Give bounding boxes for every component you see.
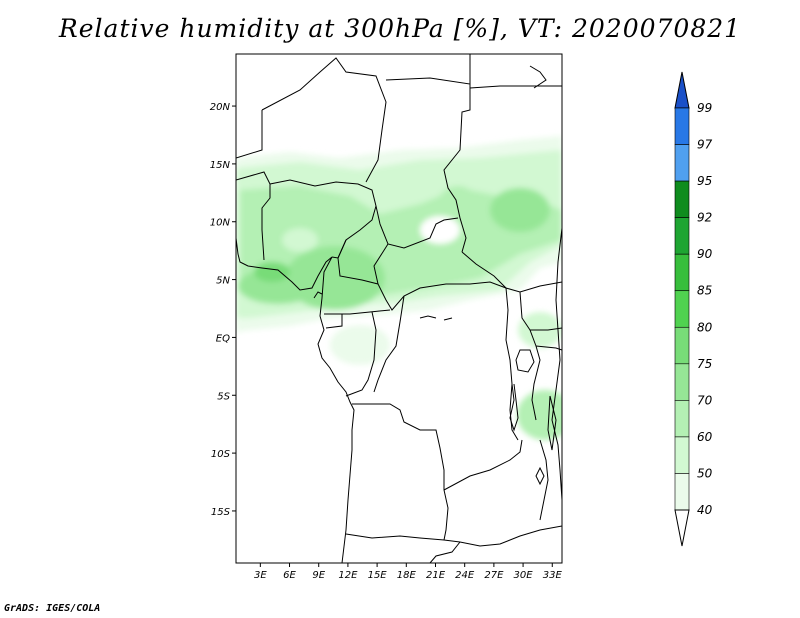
colorbar-label: 95 <box>697 174 712 188</box>
humidity-patch <box>517 390 562 440</box>
humidity-patch <box>254 262 290 282</box>
lake-ripple <box>443 317 453 321</box>
border <box>261 57 387 183</box>
colorbar-label: 92 <box>697 211 712 225</box>
colorbar-swatch <box>674 363 690 401</box>
lat-tick-label: 10N <box>210 218 231 229</box>
colorbar-label: 40 <box>697 503 713 517</box>
colorbar-swatch <box>674 400 690 438</box>
colorbar-swatch <box>674 326 690 365</box>
coastline <box>236 237 355 563</box>
colorbar-swatch <box>674 107 690 145</box>
lat-tick-label: 20N <box>210 102 231 113</box>
border <box>535 345 562 351</box>
border <box>325 314 343 329</box>
border <box>236 171 271 261</box>
lake <box>515 349 535 373</box>
colorbar-label: 75 <box>697 357 712 371</box>
border <box>469 85 562 89</box>
lat-tick-label: 5N <box>216 276 230 287</box>
lake <box>509 383 519 432</box>
colorbar-top-arrow <box>674 71 690 109</box>
colorbar-label: 80 <box>697 320 713 334</box>
colorbar-label: 97 <box>697 138 713 152</box>
lon-tick-label: 6E <box>283 570 296 581</box>
colorbar-swatch <box>674 290 690 328</box>
map-frame <box>235 53 563 564</box>
lon-tick-label: 27E <box>484 570 504 581</box>
lake-ripple <box>313 291 323 299</box>
border <box>385 77 471 253</box>
lon-tick-label: 33E <box>543 570 563 581</box>
colorbar-label: 60 <box>697 430 713 444</box>
lat-tick-label: EQ <box>216 333 230 344</box>
map-borders <box>236 54 562 563</box>
colorbar-swatch <box>674 253 690 292</box>
lon-tick-label: 21E <box>426 570 446 581</box>
footer-credit: GrADS: IGES/COLA <box>4 603 101 614</box>
lon-tick-label: 12E <box>338 570 358 581</box>
lake <box>547 395 557 451</box>
lat-tick-label: 5S <box>217 391 230 402</box>
humidity-shading <box>236 136 562 440</box>
lon-tick-label: 15E <box>368 570 388 581</box>
border <box>429 541 461 563</box>
colorbar-label: 70 <box>697 393 713 407</box>
humidity-patch <box>330 325 390 365</box>
border <box>352 403 449 541</box>
chart-title: Relative humidity at 300hPa [%], VT: 202… <box>58 14 742 43</box>
lon-tick-label: 18E <box>397 570 417 581</box>
border <box>519 291 541 421</box>
lat-tick-label: 15N <box>210 160 231 171</box>
border <box>324 309 391 315</box>
border <box>530 327 562 331</box>
border <box>375 205 459 249</box>
colorbar: 99 97 95 92 90 85 80 75 70 60 50 40 <box>674 71 713 547</box>
colorbar-label: 90 <box>697 247 713 261</box>
colorbar-label: 99 <box>697 101 712 115</box>
longitude-axis: 3E 6E 9E 12E 15E 18E 21E 24E 27E 30E 33E <box>254 563 562 581</box>
colorbar-swatch <box>674 436 690 474</box>
border <box>337 239 379 285</box>
lon-tick-label: 9E <box>312 570 325 581</box>
border <box>443 439 523 491</box>
lon-tick-label: 3E <box>254 570 267 581</box>
colorbar-swatch <box>674 180 690 218</box>
colorbar-swatch <box>674 144 690 182</box>
border <box>236 110 263 159</box>
humidity-patch <box>282 228 318 252</box>
lake <box>535 466 545 486</box>
colorbar-label: 85 <box>697 284 712 298</box>
colorbar-label: 50 <box>697 466 713 480</box>
lake-ripple <box>419 315 437 319</box>
border <box>539 439 549 521</box>
coastline-east <box>551 227 562 501</box>
border <box>345 311 377 397</box>
border <box>373 295 405 393</box>
colorbar-swatch <box>674 217 690 255</box>
border <box>505 287 519 441</box>
lon-tick-label: 30E <box>514 570 534 581</box>
lat-tick-label: 15S <box>211 507 231 518</box>
lat-tick-label: 10S <box>211 449 231 460</box>
lon-tick-label: 24E <box>455 570 475 581</box>
latitude-axis: 20N 15N 10N 5N EQ 5S 10S 15S <box>210 102 236 518</box>
humidity-patch <box>490 188 550 232</box>
colorbar-bottom-arrow <box>674 509 690 547</box>
lake-ripple <box>529 65 547 89</box>
colorbar-swatch <box>674 473 690 511</box>
border <box>345 525 562 547</box>
